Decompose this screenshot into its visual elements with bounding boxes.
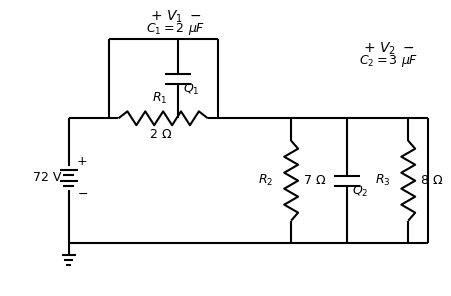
Text: $C_2 = 3\ \mu F$: $C_2 = 3\ \mu F$ — [359, 53, 418, 69]
Text: $R_2$: $R_2$ — [258, 173, 273, 188]
Text: $+\ V_2\ -$: $+\ V_2\ -$ — [363, 41, 414, 57]
Text: $-$: $-$ — [77, 187, 88, 200]
Text: $+\ V_1\ -$: $+\ V_1\ -$ — [150, 9, 202, 25]
Text: $2\ \Omega$: $2\ \Omega$ — [148, 128, 172, 141]
Text: $Q_2$: $Q_2$ — [352, 184, 368, 199]
Text: $Q_1$: $Q_1$ — [183, 82, 199, 97]
Text: +: + — [77, 155, 87, 168]
Text: 72 V: 72 V — [32, 171, 61, 184]
Text: $8\ \Omega$: $8\ \Omega$ — [420, 174, 443, 187]
Text: $R_3$: $R_3$ — [375, 173, 391, 188]
Text: $R_1$: $R_1$ — [152, 91, 168, 106]
Text: $C_1 = 2\ \mu F$: $C_1 = 2\ \mu F$ — [147, 21, 206, 37]
Text: $7\ \Omega$: $7\ \Omega$ — [303, 174, 326, 187]
